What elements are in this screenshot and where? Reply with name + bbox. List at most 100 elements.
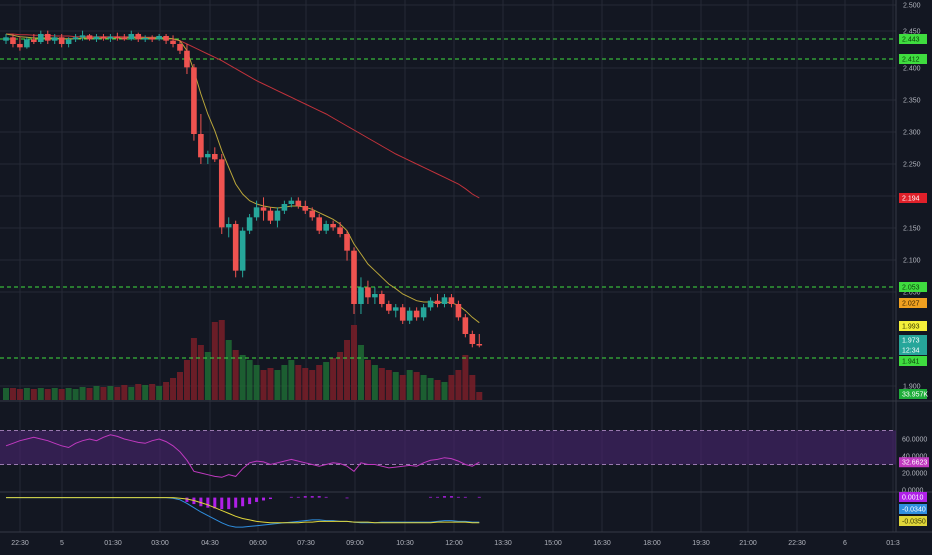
price-tick-label: 2.300 xyxy=(903,130,921,137)
candle-body xyxy=(358,287,364,304)
macd-histogram-bar xyxy=(324,496,328,498)
volume-bar xyxy=(330,358,337,400)
volume-bar xyxy=(86,388,93,400)
price-tick-label: 2.500 xyxy=(903,3,921,10)
candle-body xyxy=(225,224,232,228)
candle-body xyxy=(288,200,295,204)
last-price-label-bg xyxy=(899,335,927,345)
macd-histogram-label: 0.0010 xyxy=(902,495,924,502)
level-label-bg xyxy=(899,34,927,44)
candle-body xyxy=(260,207,267,211)
time-tick-label: 01:3 xyxy=(886,540,900,547)
volume-bar xyxy=(218,320,225,400)
macd-histogram-bar xyxy=(477,496,481,498)
volume-bar xyxy=(58,389,65,400)
candle-body xyxy=(72,37,79,40)
level-label: 2.412 xyxy=(902,57,920,64)
time-tick-label: 09:00 xyxy=(346,540,364,547)
candle-body xyxy=(10,37,16,44)
time-tick-label: 19:30 xyxy=(692,540,710,547)
volume-bar xyxy=(197,345,204,400)
volume-bar xyxy=(16,389,23,400)
candle-body xyxy=(3,37,9,41)
volume-bar xyxy=(364,360,371,400)
time-tick-label: 01:30 xyxy=(104,540,122,547)
time-tick-label: 21:00 xyxy=(739,540,757,547)
candle-body xyxy=(309,210,316,218)
volume-bar xyxy=(337,352,344,400)
volume-bar xyxy=(30,389,37,400)
level-yellow-label-bg xyxy=(899,321,927,331)
volume-bar xyxy=(121,385,128,400)
level-label: 2.053 xyxy=(902,285,920,292)
macd-histogram-bar xyxy=(185,497,189,502)
candle-body xyxy=(351,250,357,304)
candle-body xyxy=(149,38,155,40)
volume-bar xyxy=(225,340,232,400)
macd-signal-line xyxy=(6,497,480,524)
ema-fast-line xyxy=(5,33,480,324)
volume-bar xyxy=(260,370,267,400)
candle-body xyxy=(44,34,51,41)
candle-body xyxy=(274,210,281,221)
price-tick-label: 2.350 xyxy=(903,98,921,105)
candle-body xyxy=(337,227,343,234)
candle-body xyxy=(455,304,462,318)
macd-histogram-bar xyxy=(449,496,453,498)
candle-body xyxy=(434,300,441,304)
ema-fast-label-bg xyxy=(899,298,927,308)
candle-body xyxy=(86,35,93,40)
time-tick-label: 07:30 xyxy=(297,540,315,547)
macd-histogram-bar xyxy=(227,497,231,510)
candle-body xyxy=(65,39,72,44)
macd-histogram-bar xyxy=(436,496,440,498)
volume-bar xyxy=(135,384,142,400)
time-tick-label: 16:30 xyxy=(593,540,611,547)
volume-bar xyxy=(288,360,295,400)
candles xyxy=(3,30,483,348)
volume-bar xyxy=(211,322,218,400)
macd-histogram-bar xyxy=(220,497,224,510)
rsi-tick-label: 0.0000 xyxy=(902,488,924,495)
volume-bar xyxy=(128,387,135,400)
candle-body xyxy=(205,154,211,158)
candle-body xyxy=(427,300,434,308)
candle-body xyxy=(163,36,169,41)
volume-bar xyxy=(399,375,406,400)
macd-histogram-bar xyxy=(429,496,433,498)
macd-histogram-bar xyxy=(317,496,321,498)
candle-body xyxy=(58,37,65,44)
volume-bar xyxy=(177,372,183,400)
time-tick-label: 22:30 xyxy=(11,540,29,547)
time-tick-label: 22:30 xyxy=(788,540,806,547)
volume-bar xyxy=(44,389,51,400)
level-label-bg xyxy=(899,282,927,292)
volume-bar xyxy=(100,387,107,400)
macd-histogram xyxy=(185,496,481,510)
macd-histogram-bar xyxy=(241,497,245,507)
price-tick-label: 2.450 xyxy=(903,29,921,36)
volume-bar xyxy=(149,384,156,400)
time-tick-label: 13:30 xyxy=(494,540,512,547)
candle-body xyxy=(156,36,162,40)
volume-label: 33.957K xyxy=(902,392,928,399)
level-label-bg xyxy=(899,54,927,64)
volume-bar xyxy=(281,365,288,400)
macd-histogram-bar xyxy=(463,496,467,498)
volume-bar xyxy=(107,386,114,400)
time-tick-label: 6 xyxy=(843,540,847,547)
macd-histogram-bar xyxy=(296,496,300,498)
candle-body xyxy=(476,344,483,346)
macd-histogram-bar xyxy=(213,497,217,509)
macd-histogram-bar xyxy=(442,496,446,498)
volume-bar xyxy=(51,388,58,400)
volume-bar xyxy=(371,365,378,400)
volume-bar xyxy=(316,365,323,400)
volume-bar xyxy=(420,375,427,400)
candle-body xyxy=(191,67,197,134)
time-tick-label: 03:00 xyxy=(151,540,169,547)
candle-body xyxy=(79,35,86,38)
candle-body xyxy=(198,134,204,158)
